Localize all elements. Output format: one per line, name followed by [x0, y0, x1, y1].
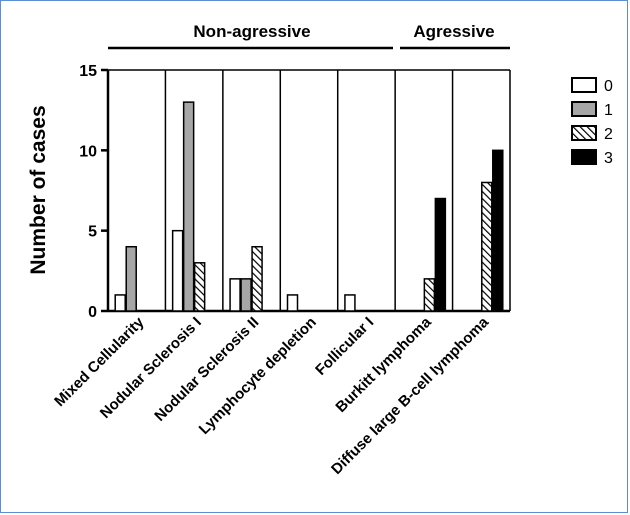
bar-follicular-i-series-0 [344, 294, 356, 312]
y-tick-label: 5 [88, 224, 97, 241]
bars [114, 101, 504, 312]
bar-burkitt-lymphoma-series-3 [434, 197, 447, 312]
x-tick-label-burkitt-lymphoma: Burkitt lymphoma [332, 313, 435, 416]
bar-diffuse-large-b-cell-lymphoma-series-2 [481, 181, 493, 312]
bar-nodular-sclerosis-ii-series-1 [240, 278, 252, 312]
bar-lymphocyte-depletion-series-0 [286, 294, 299, 312]
bar-mixed-cellularity-series-0 [114, 294, 126, 312]
group-brackets: Non-agressive Agressive [108, 22, 510, 50]
x-tick-label-lymphocyte-depletion: Lymphocyte depletion [196, 314, 320, 438]
legend-swatch-3 [571, 149, 597, 165]
legend: 0 1 2 3 [571, 77, 613, 167]
x-tick-label-nodular-sclerosis-i: Nodular Sclerosis I [97, 314, 205, 422]
legend-label-3: 3 [604, 150, 613, 167]
bar-nodular-sclerosis-i-series-1 [182, 101, 195, 312]
y-tick-label: 0 [88, 304, 97, 321]
y-axis-title: Number of cases [27, 105, 50, 274]
bar-nodular-sclerosis-i-series-0 [171, 229, 184, 312]
group-label-agressive: Agressive [413, 22, 494, 41]
legend-label-0: 0 [604, 78, 613, 95]
bar-burkitt-lymphoma-series-2 [423, 278, 436, 312]
legend-swatch-0 [571, 77, 597, 93]
bar-nodular-sclerosis-ii-series-0 [229, 278, 241, 312]
bar-mixed-cellularity-series-1 [125, 245, 137, 312]
y-tick-label: 15 [79, 63, 97, 80]
bar-nodular-sclerosis-i-series-2 [193, 262, 206, 312]
legend-label-2: 2 [604, 126, 613, 143]
group-label-non-agressive: Non-agressive [193, 22, 310, 41]
bar-nodular-sclerosis-ii-series-2 [251, 245, 263, 312]
y-tick-label: 10 [79, 143, 97, 160]
category-separators [108, 69, 511, 311]
legend-swatch-2 [571, 125, 597, 141]
bar-diffuse-large-b-cell-lymphoma-series-3 [492, 149, 504, 312]
legend-swatch-1 [571, 101, 597, 117]
legend-label-1: 1 [604, 102, 613, 119]
x-tick-label-nodular-sclerosis-ii: Nodular Sclerosis II [151, 314, 262, 425]
